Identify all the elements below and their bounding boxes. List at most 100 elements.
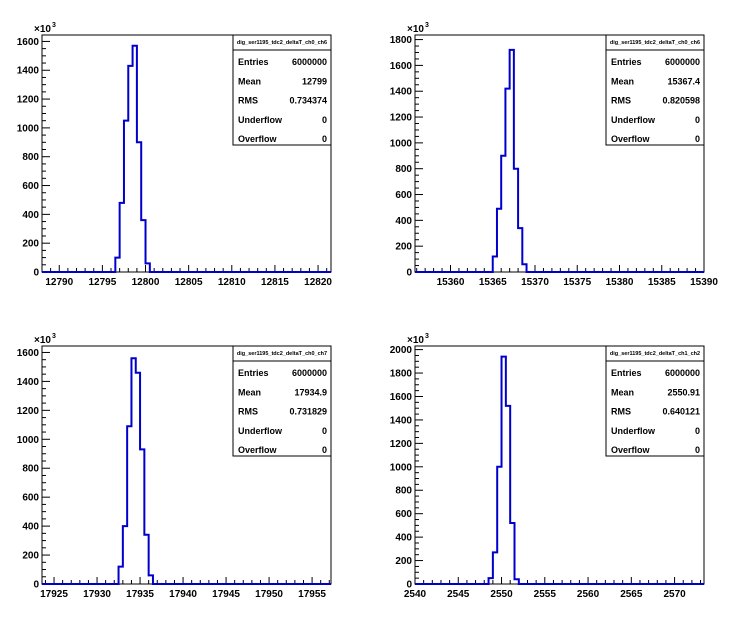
- stats-label: Entries: [611, 368, 642, 378]
- x-tick-label: 17955: [298, 589, 326, 600]
- y-exponent-label: ×10: [34, 24, 51, 35]
- y-exponent-power: 3: [52, 22, 56, 29]
- y-tick-label: 200: [395, 556, 412, 567]
- stats-label: Entries: [611, 57, 642, 67]
- histogram-pad-3: 17925 17930 17935 17940 17945 17950 17955 0 200 4…: [17, 333, 332, 600]
- x-tick-label: 17945: [212, 589, 240, 600]
- y-tick-label: 1200: [17, 95, 40, 106]
- x-tick-label: 15375: [563, 277, 591, 288]
- y-tick-label: 600: [395, 190, 412, 201]
- y-exponent-label: ×10: [407, 24, 424, 35]
- x-tick-label: 12805: [175, 277, 203, 288]
- x-tick-label: 2550: [490, 589, 513, 600]
- x-tick-label: 15380: [606, 277, 634, 288]
- y-tick-label: 2000: [390, 345, 413, 356]
- x-tick-label: 2545: [447, 589, 470, 600]
- x-tick-label: 17940: [169, 589, 197, 600]
- stats-label: Overflow: [238, 445, 278, 455]
- y-tick-label: 0: [406, 268, 412, 279]
- stats-label: RMS: [611, 96, 631, 106]
- x-tick-label: 15365: [479, 277, 507, 288]
- y-tick-label: 1000: [390, 138, 413, 149]
- stats-value: 0: [322, 134, 327, 144]
- stats-box: [605, 345, 705, 457]
- stats-label: Underflow: [611, 115, 656, 125]
- x-tick-label: 15385: [648, 277, 676, 288]
- y-tick-label: 200: [22, 551, 39, 562]
- x-tick-label: 12800: [132, 277, 160, 288]
- stats-label: RMS: [238, 96, 258, 106]
- histogram-line: [42, 44, 331, 273]
- y-tick-label: 1800: [390, 35, 413, 46]
- x-tick-label: 2540: [404, 589, 427, 600]
- stats-value: 17934.9: [294, 387, 327, 397]
- stats-value: 0.734374: [289, 96, 327, 106]
- stats-label: Overflow: [611, 445, 651, 455]
- stats-value: 0.731829: [289, 407, 327, 417]
- x-tick-label: 2565: [620, 589, 643, 600]
- y-tick-label: 400: [22, 522, 39, 533]
- stats-label: Mean: [238, 387, 261, 397]
- stats-value: 0: [322, 445, 327, 455]
- histogram-pad-2: 15360 15365 15370 15375 15380 15385 15390 0 200 4…: [390, 22, 719, 288]
- stats-label: RMS: [611, 407, 631, 417]
- stats-value: 0: [322, 115, 327, 125]
- y-exponent-label: ×10: [34, 335, 51, 346]
- x-tick-label: 17930: [83, 589, 111, 600]
- stats-label: Entries: [238, 57, 269, 67]
- y-tick-label: 1200: [17, 406, 40, 417]
- stats-label: Mean: [238, 76, 261, 86]
- y-tick-label: 800: [395, 486, 412, 497]
- histogram-line: [415, 355, 704, 585]
- y-exponent-power: 3: [425, 333, 429, 340]
- y-tick-label: 1600: [390, 61, 413, 72]
- y-tick-label: 200: [22, 239, 39, 250]
- stats-box: [232, 34, 332, 146]
- histogram-line: [415, 48, 704, 273]
- y-tick-label: 1600: [390, 392, 413, 403]
- y-tick-label: 400: [395, 216, 412, 227]
- histogram-pad-4: 2540 2545 2550 2555 2560 2565 2570 0 200 400 600 80…: [390, 333, 705, 600]
- y-tick-label: 400: [22, 210, 39, 221]
- stats-value: 0: [695, 445, 700, 455]
- y-tick-label: 800: [22, 152, 39, 163]
- y-tick-label: 600: [395, 509, 412, 520]
- x-tick-label: 2555: [534, 589, 557, 600]
- y-exponent-label: ×10: [407, 335, 424, 346]
- stats-title: dig_ser1195_tdc2_deltaT_ch1_ch2: [610, 351, 700, 357]
- y-tick-label: 1800: [390, 369, 413, 380]
- histogram-line: [42, 357, 331, 585]
- stats-value: 0: [695, 426, 700, 436]
- stats-label: Mean: [611, 387, 634, 397]
- stats-value: 0: [322, 426, 327, 436]
- stats-value: 0: [695, 134, 700, 144]
- stats-label: Overflow: [611, 134, 651, 144]
- stats-title: dig_ser1195_tdc2_deltaT_ch0_ch6: [610, 40, 700, 46]
- y-tick-label: 0: [406, 580, 412, 591]
- y-tick-label: 1200: [390, 439, 413, 450]
- y-tick-label: 1000: [17, 435, 40, 446]
- y-tick-label: 1000: [17, 123, 40, 134]
- x-tick-label: 17950: [255, 589, 283, 600]
- x-tick-label: 2570: [663, 589, 686, 600]
- y-exponent-power: 3: [425, 22, 429, 29]
- x-tick-label: 2560: [577, 589, 600, 600]
- stats-label: Overflow: [238, 134, 278, 144]
- x-tick-label: 17925: [40, 589, 68, 600]
- stats-box: [605, 34, 705, 146]
- y-tick-label: 0: [33, 580, 39, 591]
- x-tick-label: 12815: [261, 277, 289, 288]
- y-tick-label: 800: [395, 164, 412, 175]
- x-tick-label: 12820: [304, 277, 332, 288]
- stats-label: Underflow: [238, 426, 283, 436]
- y-tick-label: 1000: [390, 462, 413, 473]
- x-tick-label: 15360: [437, 277, 465, 288]
- stats-value: 0.640121: [662, 407, 700, 417]
- x-tick-label: 15390: [690, 277, 718, 288]
- y-tick-label: 1600: [17, 37, 40, 48]
- y-tick-label: 400: [395, 533, 412, 544]
- stats-box: [232, 345, 332, 457]
- histogram-pad-1: 12790 12795 12800 12805 12810 12815 12820 0 200 4…: [17, 22, 333, 288]
- stats-value: 6000000: [665, 368, 700, 378]
